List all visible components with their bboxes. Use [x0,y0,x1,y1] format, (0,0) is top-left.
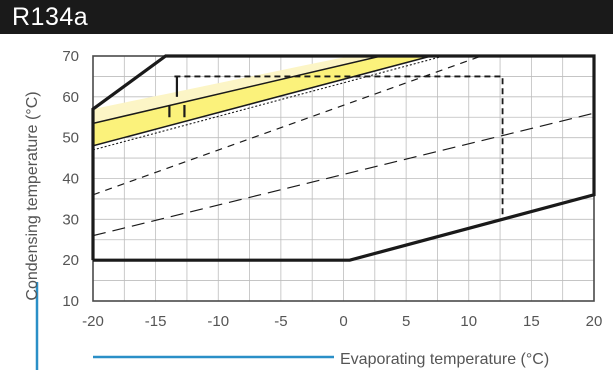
grid [92,55,595,302]
x-tick-label: 20 [586,313,603,330]
tick-labels: -20 -15 -10 -5 0 5 10 15 20 10 20 30 40 50 60 70 [62,48,602,330]
x-tick-label: -10 [207,313,229,330]
series-short-dash [93,56,482,196]
x-tick-label: 10 [460,313,477,330]
x-axis-label: Evaporating temperature (°C) [340,351,549,368]
series-long-dash [93,112,594,237]
series-solid-thin [93,56,432,147]
x-tick-label: 15 [523,313,540,330]
y-tick-label: 10 [62,293,79,310]
x-tick-label: -5 [274,313,287,330]
x-tick-label: -20 [82,313,104,330]
x-tick-label: 0 [339,313,347,330]
series-solid-thin [93,56,382,125]
series-lines [93,56,594,237]
y-tick-label: 50 [62,130,79,147]
y-tick-label: 70 [62,48,79,65]
y-axis-label: Condensing temperature (°C) [24,91,41,300]
y-tick-label: 40 [62,171,79,188]
y-tick-label: 30 [62,211,79,228]
envelope [91,54,596,262]
series-dash-box [174,75,504,220]
x-tick-label: -15 [145,313,167,330]
chart-title: R134a [12,3,89,31]
series-dotted [93,56,444,151]
envelope-outline [91,54,596,262]
title-bar: R134a [0,0,613,34]
axis-labels: Condensing temperature (°C) Evaporating … [24,91,549,370]
y-tick-label: 20 [62,252,79,269]
x-tick-label: 5 [402,313,410,330]
y-tick-label: 60 [62,89,79,106]
operating-envelope-chart: -20 -15 -10 -5 0 5 10 15 20 10 20 30 40 50 60 70 Conden… [24,48,602,370]
